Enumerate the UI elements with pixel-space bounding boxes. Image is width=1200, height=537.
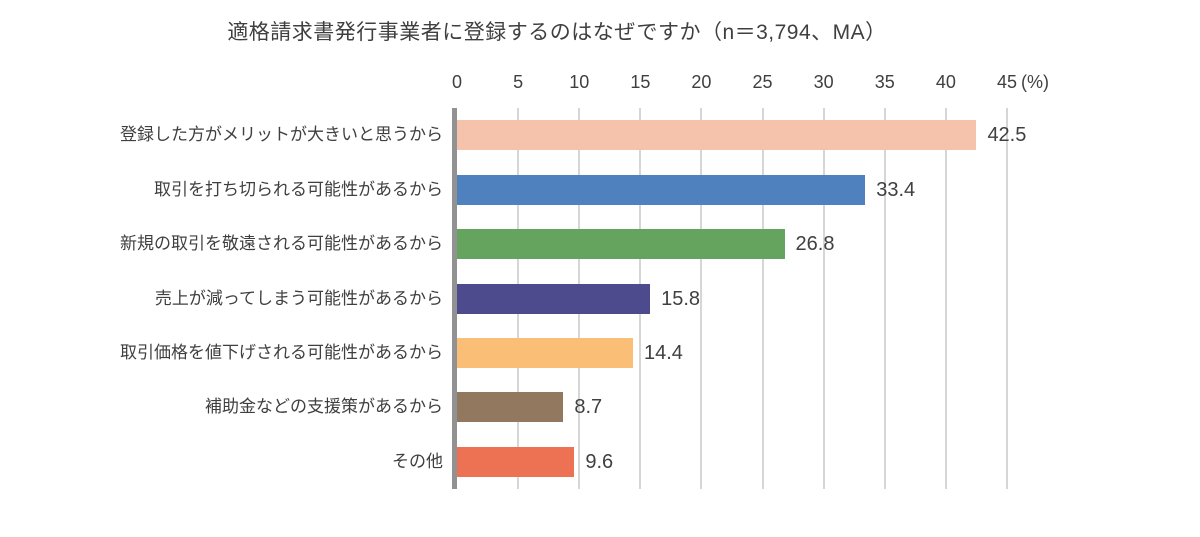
value-label: 33.4	[876, 178, 916, 201]
bar	[457, 283, 651, 314]
category-label: 登録した方がメリットが大きいと思うから	[120, 125, 443, 145]
gridline	[700, 108, 703, 489]
value-label: 14.4	[644, 341, 683, 364]
gridline	[1006, 108, 1008, 489]
x-tick-label: 15	[630, 72, 651, 92]
bar	[457, 337, 633, 368]
category-label: 取引価格を値下げされる可能性があるから	[120, 342, 443, 362]
bar	[457, 446, 575, 477]
bar	[457, 120, 977, 151]
x-tick-label: 45	[996, 72, 1018, 92]
bar	[457, 392, 564, 423]
x-tick-label: 0	[451, 72, 462, 92]
bar	[457, 229, 785, 260]
bar	[457, 174, 866, 205]
x-tick-label: 5	[513, 72, 524, 92]
x-tick-label: 10	[569, 72, 590, 92]
category-label: 取引を打ち切られる可能性があるから	[154, 179, 443, 199]
x-tick-label: 35	[874, 72, 895, 92]
category-label: その他	[392, 451, 443, 471]
x-tick-label: 40	[935, 72, 956, 92]
category-label: 補助金などの支援策があるから	[205, 397, 443, 417]
x-tick-label: 25	[752, 72, 773, 92]
value-label: 42.5	[987, 124, 1027, 147]
gridline	[822, 108, 825, 489]
value-label: 8.7	[574, 396, 603, 419]
y-axis-line	[452, 108, 457, 489]
category-label: 新規の取引を敬遠される可能性があるから	[120, 234, 443, 254]
chart-title: 適格請求書発行事業者に登録するのはなぜですか（n＝3,794、MA）	[227, 21, 887, 44]
x-axis-unit-label: (%)	[1021, 72, 1049, 92]
gridline	[761, 108, 764, 489]
x-tick-label: 20	[691, 72, 712, 92]
gridline	[883, 108, 886, 489]
value-label: 26.8	[795, 233, 835, 256]
category-label: 売上が減ってしまう可能性があるから	[154, 288, 443, 308]
value-label: 15.8	[661, 287, 701, 310]
x-tick-label: 30	[813, 72, 834, 92]
gridline	[944, 108, 947, 489]
value-label: 9.6	[585, 450, 614, 473]
